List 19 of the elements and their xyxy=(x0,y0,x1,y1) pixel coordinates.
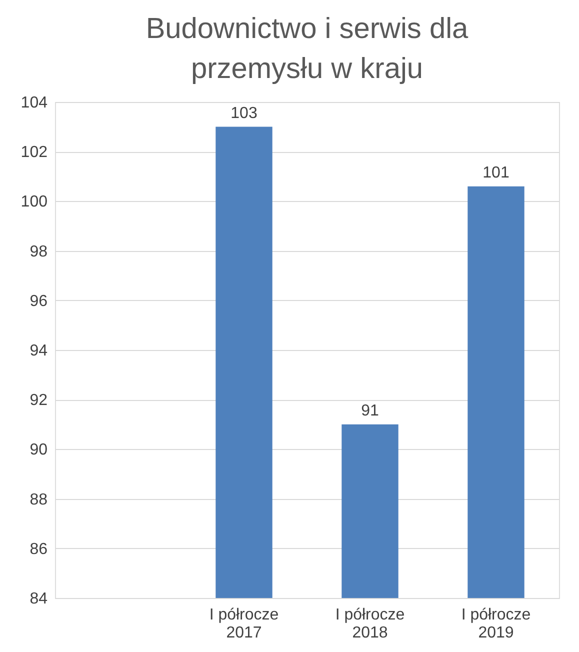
data-label: 101 xyxy=(482,164,510,182)
text: Budownictwo i serwis dla xyxy=(146,13,468,45)
text: przemysłu w kraju xyxy=(190,53,424,85)
y-tick-label: 94 xyxy=(30,342,48,360)
y-tick-label: 102 xyxy=(20,144,48,162)
y-tick-label: 84 xyxy=(30,590,48,608)
x-tick-label: I półrocze 2018 xyxy=(335,606,405,642)
data-label: 103 xyxy=(230,104,258,122)
y-tick-label: 86 xyxy=(30,540,48,558)
data-label: 91 xyxy=(361,402,379,420)
y-tick-label: 92 xyxy=(30,392,48,410)
y-tick-label: 90 xyxy=(30,442,48,459)
x-tick-label: I półrocze 2019 xyxy=(461,606,531,642)
y-tick-label: 96 xyxy=(30,292,48,310)
y-tick-label: 104 xyxy=(20,94,48,112)
y-tick-label: 88 xyxy=(30,491,48,508)
y-tick-label: 100 xyxy=(20,194,48,211)
y-tick-label: 98 xyxy=(30,243,48,260)
x-tick-label: I półrocze 2017 xyxy=(209,606,279,642)
